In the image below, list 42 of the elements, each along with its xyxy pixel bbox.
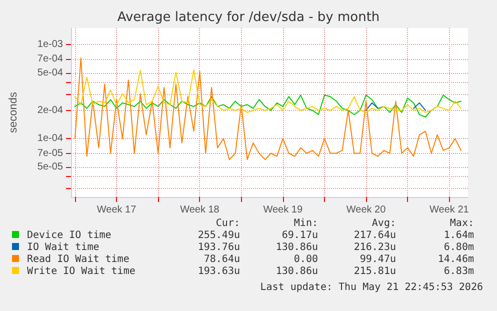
line-series xyxy=(74,69,462,113)
legend-label: IO Wait time xyxy=(26,242,100,254)
y-tick-label: 5e-05 xyxy=(37,162,64,173)
text: 193.63u xyxy=(196,266,240,278)
text: 6.80m xyxy=(442,242,474,254)
y-tick-label: 1e-03 xyxy=(37,39,64,50)
text: 216.23u xyxy=(352,242,396,254)
text: 217.64u xyxy=(352,230,396,242)
text: 69.17u xyxy=(280,230,318,242)
x-tick-label: Week 17 xyxy=(96,204,137,216)
y-axis-title: seconds xyxy=(8,92,20,133)
text: 215.81u xyxy=(352,266,396,278)
text: 0.00 xyxy=(292,254,318,266)
chart-title: Average latency for /dev/sda - by month xyxy=(117,10,380,25)
text: Avg: xyxy=(370,218,396,230)
legend-label: Device IO time xyxy=(26,230,112,242)
text: 14.46m xyxy=(436,254,474,266)
text: Last update: Thu May 21 22:45:53 2026 xyxy=(260,282,483,293)
text: 255.49u xyxy=(196,230,240,242)
text: 1.64m xyxy=(442,230,474,242)
y-tick-label: 2e-04 xyxy=(37,104,64,116)
x-tick-label: Week 21 xyxy=(430,204,470,216)
y-tick-label: 7e-04 xyxy=(37,54,64,65)
y-tick-label: 7e-05 xyxy=(37,148,64,159)
x-tick-label: Week 20 xyxy=(346,204,386,216)
x-tick-label: Week 18 xyxy=(180,204,220,216)
text: 99.47u xyxy=(358,254,396,266)
text: 130.86u xyxy=(274,266,318,278)
line-series xyxy=(74,94,462,118)
text: Min: xyxy=(292,218,318,230)
y-tick-label: 5e-04 xyxy=(37,67,64,78)
text: 130.86u xyxy=(274,242,318,254)
text: 6.83m xyxy=(442,266,474,278)
legend-label: Write IO Wait time xyxy=(26,266,136,278)
text: 78.64u xyxy=(202,254,240,266)
x-tick-label: Week 19 xyxy=(263,204,303,216)
text: 193.76u xyxy=(196,242,240,254)
text: Max: xyxy=(448,218,474,230)
legend-label: Read IO Wait time xyxy=(26,254,130,266)
y-tick-label: 1e-04 xyxy=(37,133,64,144)
text: Cur: xyxy=(214,218,240,230)
line-series xyxy=(74,57,462,160)
